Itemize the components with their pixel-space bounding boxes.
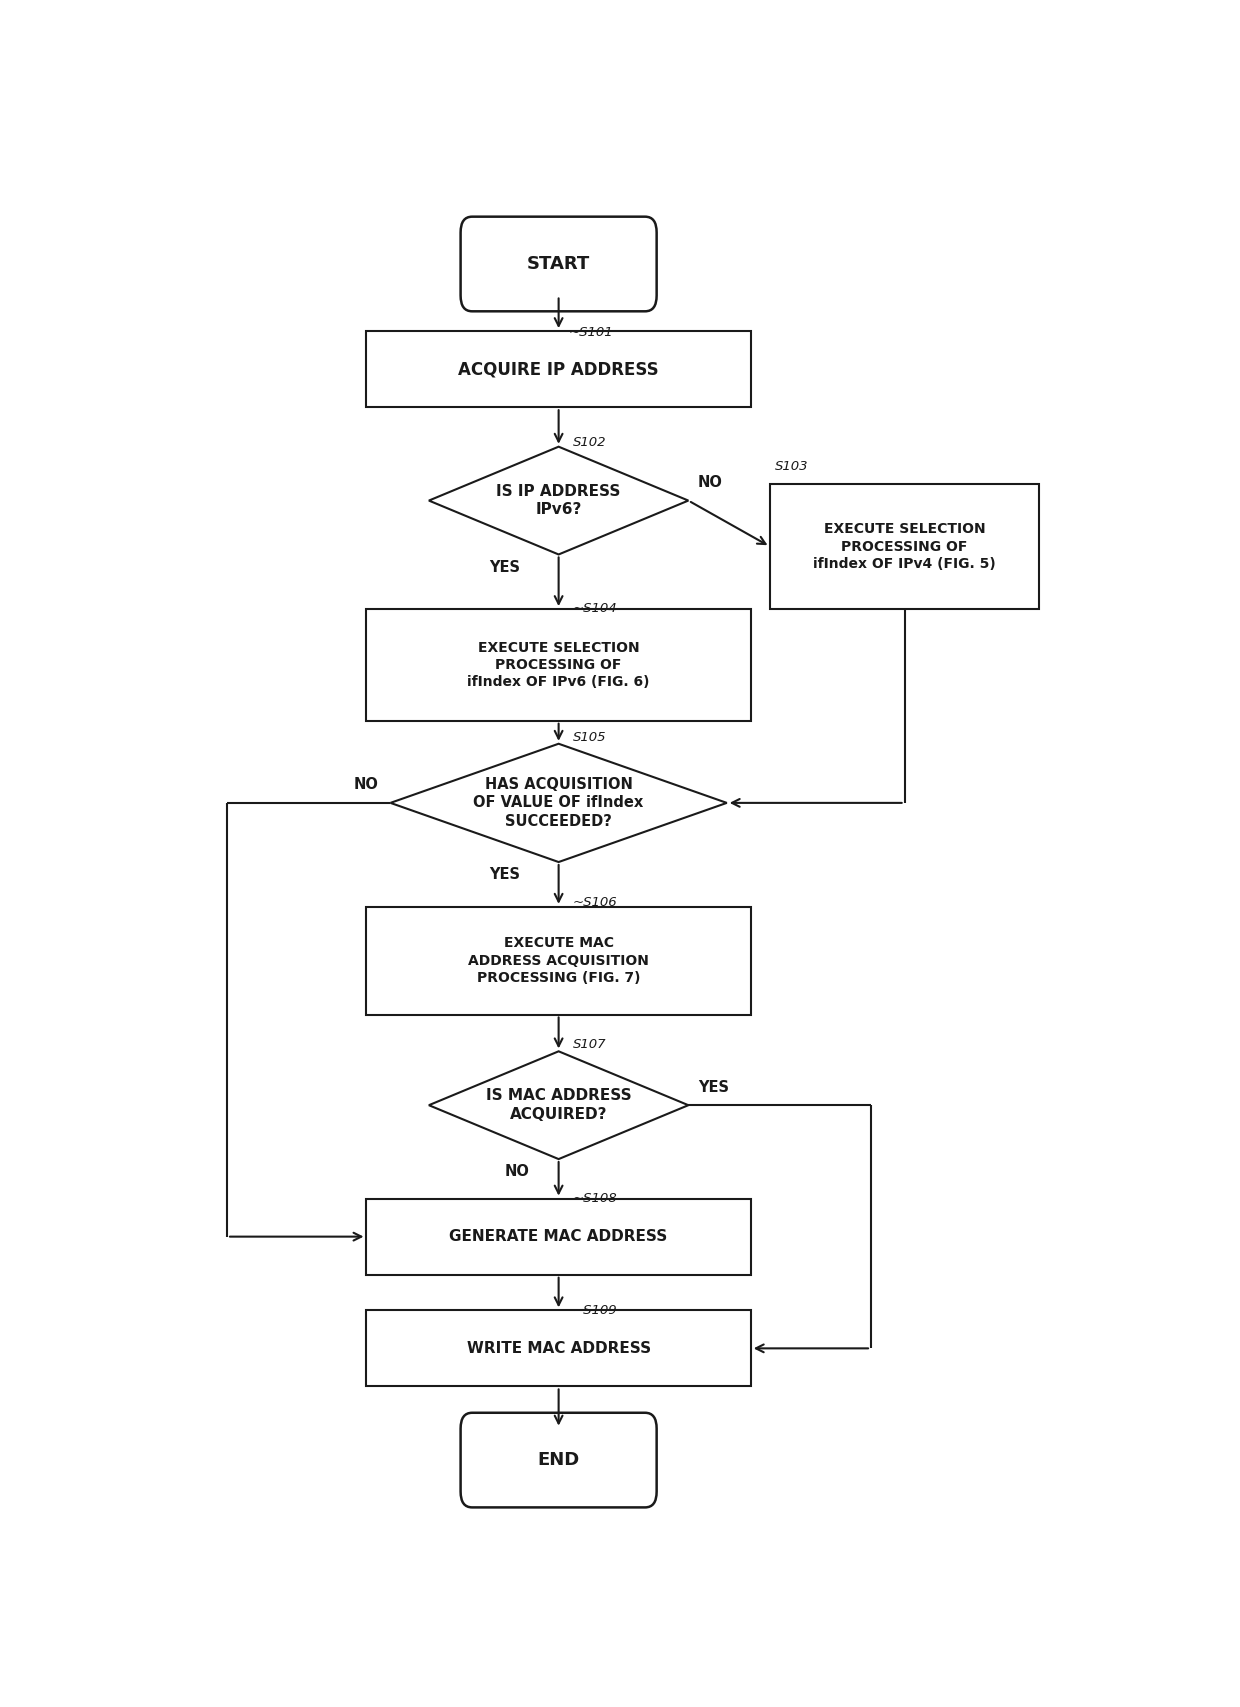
Text: START: START — [527, 254, 590, 273]
Text: EXECUTE SELECTION
PROCESSING OF
ifIndex OF IPv4 (FIG. 5): EXECUTE SELECTION PROCESSING OF ifIndex … — [813, 522, 996, 570]
Text: ~S108: ~S108 — [573, 1191, 618, 1205]
Bar — [367, 906, 750, 1014]
Text: NO: NO — [505, 1164, 529, 1180]
Polygon shape — [429, 1052, 688, 1159]
Text: S105: S105 — [573, 731, 606, 744]
Text: ~S101: ~S101 — [568, 326, 613, 338]
Bar — [367, 1198, 750, 1275]
Bar — [770, 485, 1039, 609]
Text: ACQUIRE IP ADDRESS: ACQUIRE IP ADDRESS — [459, 360, 658, 379]
Polygon shape — [429, 447, 688, 555]
Bar — [367, 331, 750, 408]
Text: HAS ACQUISITION
OF VALUE OF ifIndex
SUCCEEDED?: HAS ACQUISITION OF VALUE OF ifIndex SUCC… — [474, 777, 644, 830]
Text: END: END — [537, 1451, 580, 1470]
Bar — [367, 609, 750, 720]
Text: NO: NO — [355, 777, 379, 792]
Text: EXECUTE SELECTION
PROCESSING OF
ifIndex OF IPv6 (FIG. 6): EXECUTE SELECTION PROCESSING OF ifIndex … — [467, 640, 650, 690]
Text: IS IP ADDRESS
IPv6?: IS IP ADDRESS IPv6? — [496, 483, 621, 517]
Text: NO: NO — [698, 475, 723, 490]
Text: ~S104: ~S104 — [573, 603, 618, 616]
Text: WRITE MAC ADDRESS: WRITE MAC ADDRESS — [466, 1342, 651, 1355]
Bar — [367, 1311, 750, 1386]
Text: YES: YES — [490, 867, 521, 883]
Text: ~S109: ~S109 — [573, 1304, 618, 1316]
Text: S102: S102 — [573, 437, 606, 449]
Text: S103: S103 — [775, 461, 808, 473]
Text: ~S106: ~S106 — [573, 896, 618, 910]
Text: S107: S107 — [573, 1038, 606, 1052]
Text: EXECUTE MAC
ADDRESS ACQUISITION
PROCESSING (FIG. 7): EXECUTE MAC ADDRESS ACQUISITION PROCESSI… — [469, 937, 649, 985]
Polygon shape — [391, 744, 727, 862]
Text: YES: YES — [698, 1081, 729, 1094]
Text: IS MAC ADDRESS
ACQUIRED?: IS MAC ADDRESS ACQUIRED? — [486, 1089, 631, 1121]
Text: GENERATE MAC ADDRESS: GENERATE MAC ADDRESS — [449, 1229, 668, 1244]
Text: YES: YES — [490, 560, 521, 575]
FancyBboxPatch shape — [460, 217, 657, 311]
FancyBboxPatch shape — [460, 1413, 657, 1507]
